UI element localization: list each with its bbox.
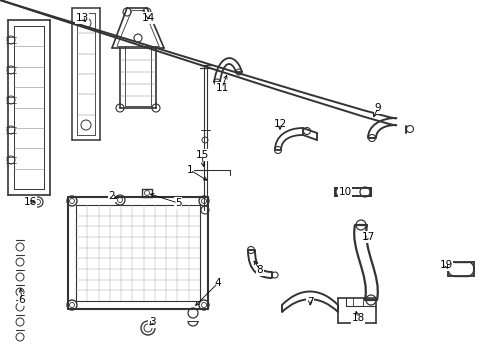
Text: 7: 7 — [307, 297, 313, 307]
Text: 6: 6 — [19, 295, 25, 305]
Text: 14: 14 — [142, 13, 155, 23]
Text: 2: 2 — [109, 191, 115, 201]
Text: 13: 13 — [75, 13, 89, 23]
Text: 4: 4 — [215, 278, 221, 288]
Text: 16: 16 — [24, 197, 37, 207]
Text: 18: 18 — [351, 313, 365, 323]
Text: 12: 12 — [273, 119, 287, 129]
Text: 5: 5 — [175, 198, 181, 208]
Text: 17: 17 — [362, 232, 375, 242]
Text: 15: 15 — [196, 150, 209, 160]
Text: 11: 11 — [216, 83, 229, 93]
Text: 1: 1 — [187, 165, 194, 175]
Text: 10: 10 — [339, 187, 351, 197]
Text: 8: 8 — [257, 265, 263, 275]
Text: 3: 3 — [148, 317, 155, 327]
Text: 9: 9 — [375, 103, 381, 113]
Text: 19: 19 — [440, 260, 453, 270]
